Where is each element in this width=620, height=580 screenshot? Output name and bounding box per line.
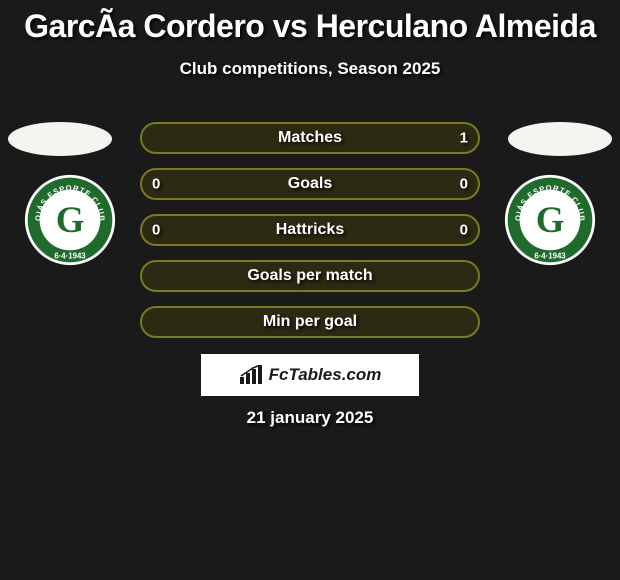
page-title: GarcÃ­a Cordero vs Herculano Almeida: [0, 0, 620, 45]
stat-label: Min per goal: [263, 313, 357, 331]
goias-badge-icon: G GOIÁS ESPORTE CLUBE 6·4·1943: [504, 174, 596, 266]
svg-text:G: G: [536, 199, 565, 240]
comparison-card: GarcÃ­a Cordero vs Herculano Almeida Clu…: [0, 0, 620, 580]
stat-row: Goals per match: [140, 260, 480, 292]
stat-row: 0 Goals 0: [140, 168, 480, 200]
subtitle: Club competitions, Season 2025: [0, 59, 620, 79]
stat-value-left: 0: [152, 176, 160, 193]
svg-text:G: G: [56, 199, 85, 240]
player-slot-right: [508, 122, 612, 156]
stat-value-right: 0: [460, 222, 468, 239]
goias-badge-icon: G GOIÁS ESPORTE CLUBE 6·4·1943: [24, 174, 116, 266]
stat-label: Goals: [288, 175, 332, 193]
svg-text:6·4·1943: 6·4·1943: [54, 252, 86, 261]
stat-label: Hattricks: [276, 221, 344, 239]
bar-chart-icon: [239, 365, 263, 385]
stat-label: Matches: [278, 129, 342, 147]
svg-text:6·4·1943: 6·4·1943: [534, 252, 566, 261]
club-badge-right: G GOIÁS ESPORTE CLUBE 6·4·1943: [504, 174, 596, 266]
brand-badge: FcTables.com: [201, 354, 419, 396]
stats-table: Matches 1 0 Goals 0 0 Hattricks 0 Goals per matc…: [140, 122, 480, 352]
brand-text: FcTables.com: [269, 365, 382, 385]
stat-value-right: 1: [460, 130, 468, 147]
update-date: 21 january 2025: [0, 408, 620, 428]
stat-row: 0 Hattricks 0: [140, 214, 480, 246]
stat-value-right: 0: [460, 176, 468, 193]
stat-value-left: 0: [152, 222, 160, 239]
stat-row: Matches 1: [140, 122, 480, 154]
stat-row: Min per goal: [140, 306, 480, 338]
stat-label: Goals per match: [247, 267, 372, 285]
player-slot-left: [8, 122, 112, 156]
club-badge-left: G GOIÁS ESPORTE CLUBE 6·4·1943: [24, 174, 116, 266]
